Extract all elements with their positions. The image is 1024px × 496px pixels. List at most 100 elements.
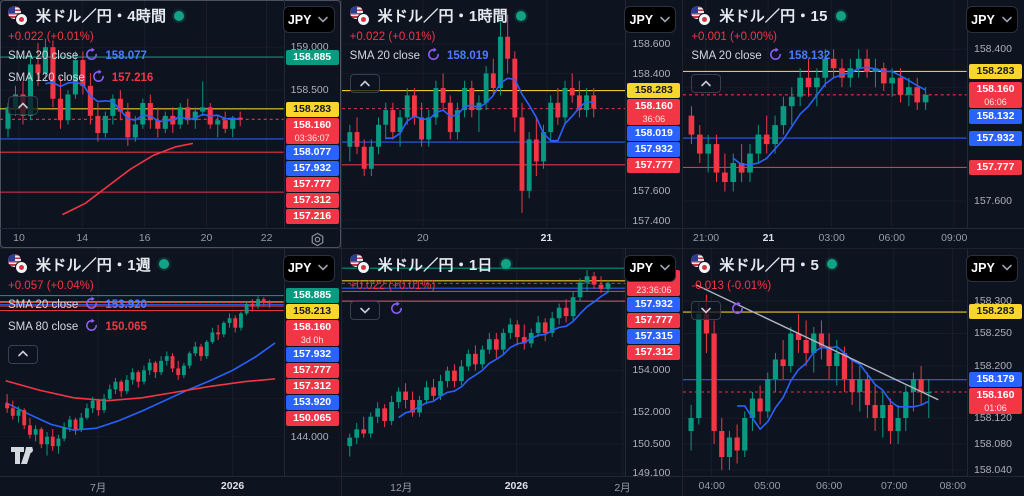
price-scale[interactable]: 158.600 158.400 157.600 157.400 158.283 158.1…: [625, 0, 682, 228]
change-value: +0.022 (+0.01%): [8, 31, 94, 43]
price-label[interactable]: 157.216: [285, 208, 339, 224]
price-label[interactable]: 158.019: [627, 126, 681, 142]
price-scale[interactable]: 159.000 158.500 158.885 158.283 158.160 03:36…: [283, 0, 341, 228]
price-axis-tick: 150.500: [632, 437, 671, 450]
currency-selector-button[interactable]: JPY: [624, 6, 677, 33]
currency-selector-button[interactable]: JPY: [965, 6, 1018, 33]
tradingview-logo[interactable]: [10, 446, 37, 470]
price-label[interactable]: 157.312: [285, 378, 339, 394]
sma-legend-row[interactable]: SMA 20 close 158.019: [350, 47, 526, 65]
currency-label: JPY: [971, 261, 995, 275]
chart-legend: 米ドル／円・1週 +0.057 (+0.04%) SMA 20 close 153.9…: [8, 254, 169, 364]
time-scale[interactable]: 04:00 05:00 06:00 07:00 08:00: [683, 476, 1024, 496]
time-axis-tick: 09:00: [941, 231, 968, 244]
candlestick-chart[interactable]: [683, 0, 967, 228]
chart-legend: 米ドル／円・1日 +0.022 (+0.01%): [349, 254, 511, 321]
price-label[interactable]: 158.132: [968, 109, 1022, 124]
symbol-title[interactable]: 米ドル／円・1時間: [377, 8, 508, 25]
price-label-value: 157.777: [293, 363, 332, 376]
sma-legend-row[interactable]: SMA 120 close 157.216: [8, 69, 184, 87]
price-label[interactable]: 157.312: [627, 344, 681, 360]
price-label-value: 158.160: [976, 388, 1015, 401]
chevron-up-icon: [359, 75, 371, 93]
sma-legend-row[interactable]: SMA 80 close 150.065: [8, 317, 169, 336]
settings-gear-icon[interactable]: [310, 232, 325, 248]
price-label[interactable]: 157.315: [627, 328, 681, 344]
price-label[interactable]: 158.283: [968, 304, 1022, 320]
price-label[interactable]: 153.920: [285, 394, 339, 410]
chart-legend: 米ドル／円・15 +0.001 (+0.00%) SMA 20 close 158.1…: [691, 5, 846, 93]
jp-flag-icon: [356, 261, 370, 274]
change-value: +0.022 (+0.01%): [349, 279, 436, 292]
price-scale[interactable]: 158.400158.200157.600158.283158.16006:06…: [966, 0, 1024, 228]
time-scale[interactable]: 20 21: [341, 227, 683, 248]
time-scale[interactable]: 12月 2026 2月: [341, 476, 683, 496]
price-label[interactable]: 157.932: [285, 160, 339, 176]
price-label-value: 158.283: [634, 84, 673, 97]
price-label[interactable]: 158.283: [968, 64, 1022, 80]
legend-collapse-button[interactable]: [349, 74, 380, 93]
price-label[interactable]: 157.932: [285, 346, 339, 362]
symbol-title[interactable]: 米ドル／円・4時間: [36, 8, 167, 25]
candlestick-chart[interactable]: [0, 0, 284, 228]
sma-legend-row[interactable]: SMA 20 close 158.077: [8, 47, 184, 65]
loading-refresh-icon: [91, 69, 106, 87]
price-label-value: 157.312: [293, 379, 332, 392]
price-axis-tick: 157.600: [973, 195, 1012, 208]
currency-selector-button[interactable]: JPY: [624, 254, 677, 282]
symbol-title[interactable]: 米ドル／円・1週: [36, 256, 151, 274]
price-label[interactable]: 158.179: [968, 371, 1022, 387]
price-label[interactable]: 157.777: [285, 362, 339, 378]
currency-selector-button[interactable]: JPY: [965, 254, 1018, 282]
time-scale[interactable]: 21:00 21 03:00 06:00 09:00: [683, 227, 1024, 248]
price-label[interactable]: 158.885: [285, 49, 339, 65]
candlestick-chart[interactable]: [683, 248, 967, 476]
price-axis-tick: 158.250: [973, 327, 1012, 340]
legend-collapse-button[interactable]: [691, 74, 722, 93]
symbol-title[interactable]: 米ドル／円・5: [719, 256, 820, 274]
price-label-value: 157.932: [634, 143, 673, 156]
symbol-title[interactable]: 米ドル／円・15: [719, 8, 828, 25]
price-label[interactable]: 157.932: [627, 142, 681, 158]
price-label[interactable]: 158.283: [627, 83, 681, 99]
price-label[interactable]: 157.777: [285, 176, 339, 192]
price-label[interactable]: 158.885: [285, 287, 339, 303]
price-label[interactable]: 157.777: [627, 158, 681, 174]
sma-legend-row[interactable]: SMA 20 close 158.132: [691, 47, 845, 65]
currency-selector-button[interactable]: JPY: [282, 254, 335, 282]
current-price-label[interactable]: 158.160 03:36:07: [285, 117, 339, 144]
current-price-label[interactable]: 158.160 01:06: [968, 387, 1022, 414]
time-scale[interactable]: 10 14 16 20 22: [0, 227, 341, 248]
sma-legend-row[interactable]: SMA 20 close 153.920: [8, 295, 169, 314]
legend-expand-button[interactable]: [349, 301, 380, 320]
current-price-label[interactable]: 158.160 3d 0h: [285, 319, 339, 346]
legend-expand-button[interactable]: [691, 301, 722, 320]
time-scale[interactable]: 7月 2026: [0, 476, 341, 496]
price-label[interactable]: 158.283: [285, 101, 339, 117]
price-label[interactable]: 157.777: [627, 312, 681, 328]
symbol-title[interactable]: 米ドル／円・1日: [377, 256, 493, 274]
time-axis-tick: 7月: [89, 482, 107, 494]
sma-label: SMA 20 close: [691, 50, 762, 62]
candlestick-chart[interactable]: [341, 248, 626, 476]
candlestick-chart[interactable]: [0, 248, 284, 476]
price-label[interactable]: 158.077: [285, 144, 339, 160]
currency-selector-button[interactable]: JPY: [282, 6, 335, 33]
price-label[interactable]: 157.932: [968, 130, 1022, 146]
current-price-label[interactable]: 158.160 36:06: [627, 99, 681, 126]
price-label[interactable]: 157.932: [627, 296, 681, 312]
price-label[interactable]: 157.312: [285, 192, 339, 208]
price-scale[interactable]: 158.300 158.250 158.200 158.120 158.080 158.0…: [966, 248, 1024, 476]
price-axis-tick: 158.400: [973, 43, 1012, 56]
price-label[interactable]: 150.065: [285, 410, 339, 426]
chevron-down-icon: [1001, 261, 1013, 275]
legend-collapse-button[interactable]: [8, 344, 38, 364]
price-label[interactable]: 158.213: [285, 303, 339, 319]
price-label[interactable]: 157.777: [968, 160, 1022, 176]
price-scale[interactable]: 154.000152.000150.500149.100158.16023:36…: [625, 248, 682, 479]
current-price-label[interactable]: 158.160 06:06: [968, 82, 1022, 108]
legend-collapse-button[interactable]: [8, 96, 38, 115]
candlestick-chart[interactable]: [341, 0, 626, 228]
